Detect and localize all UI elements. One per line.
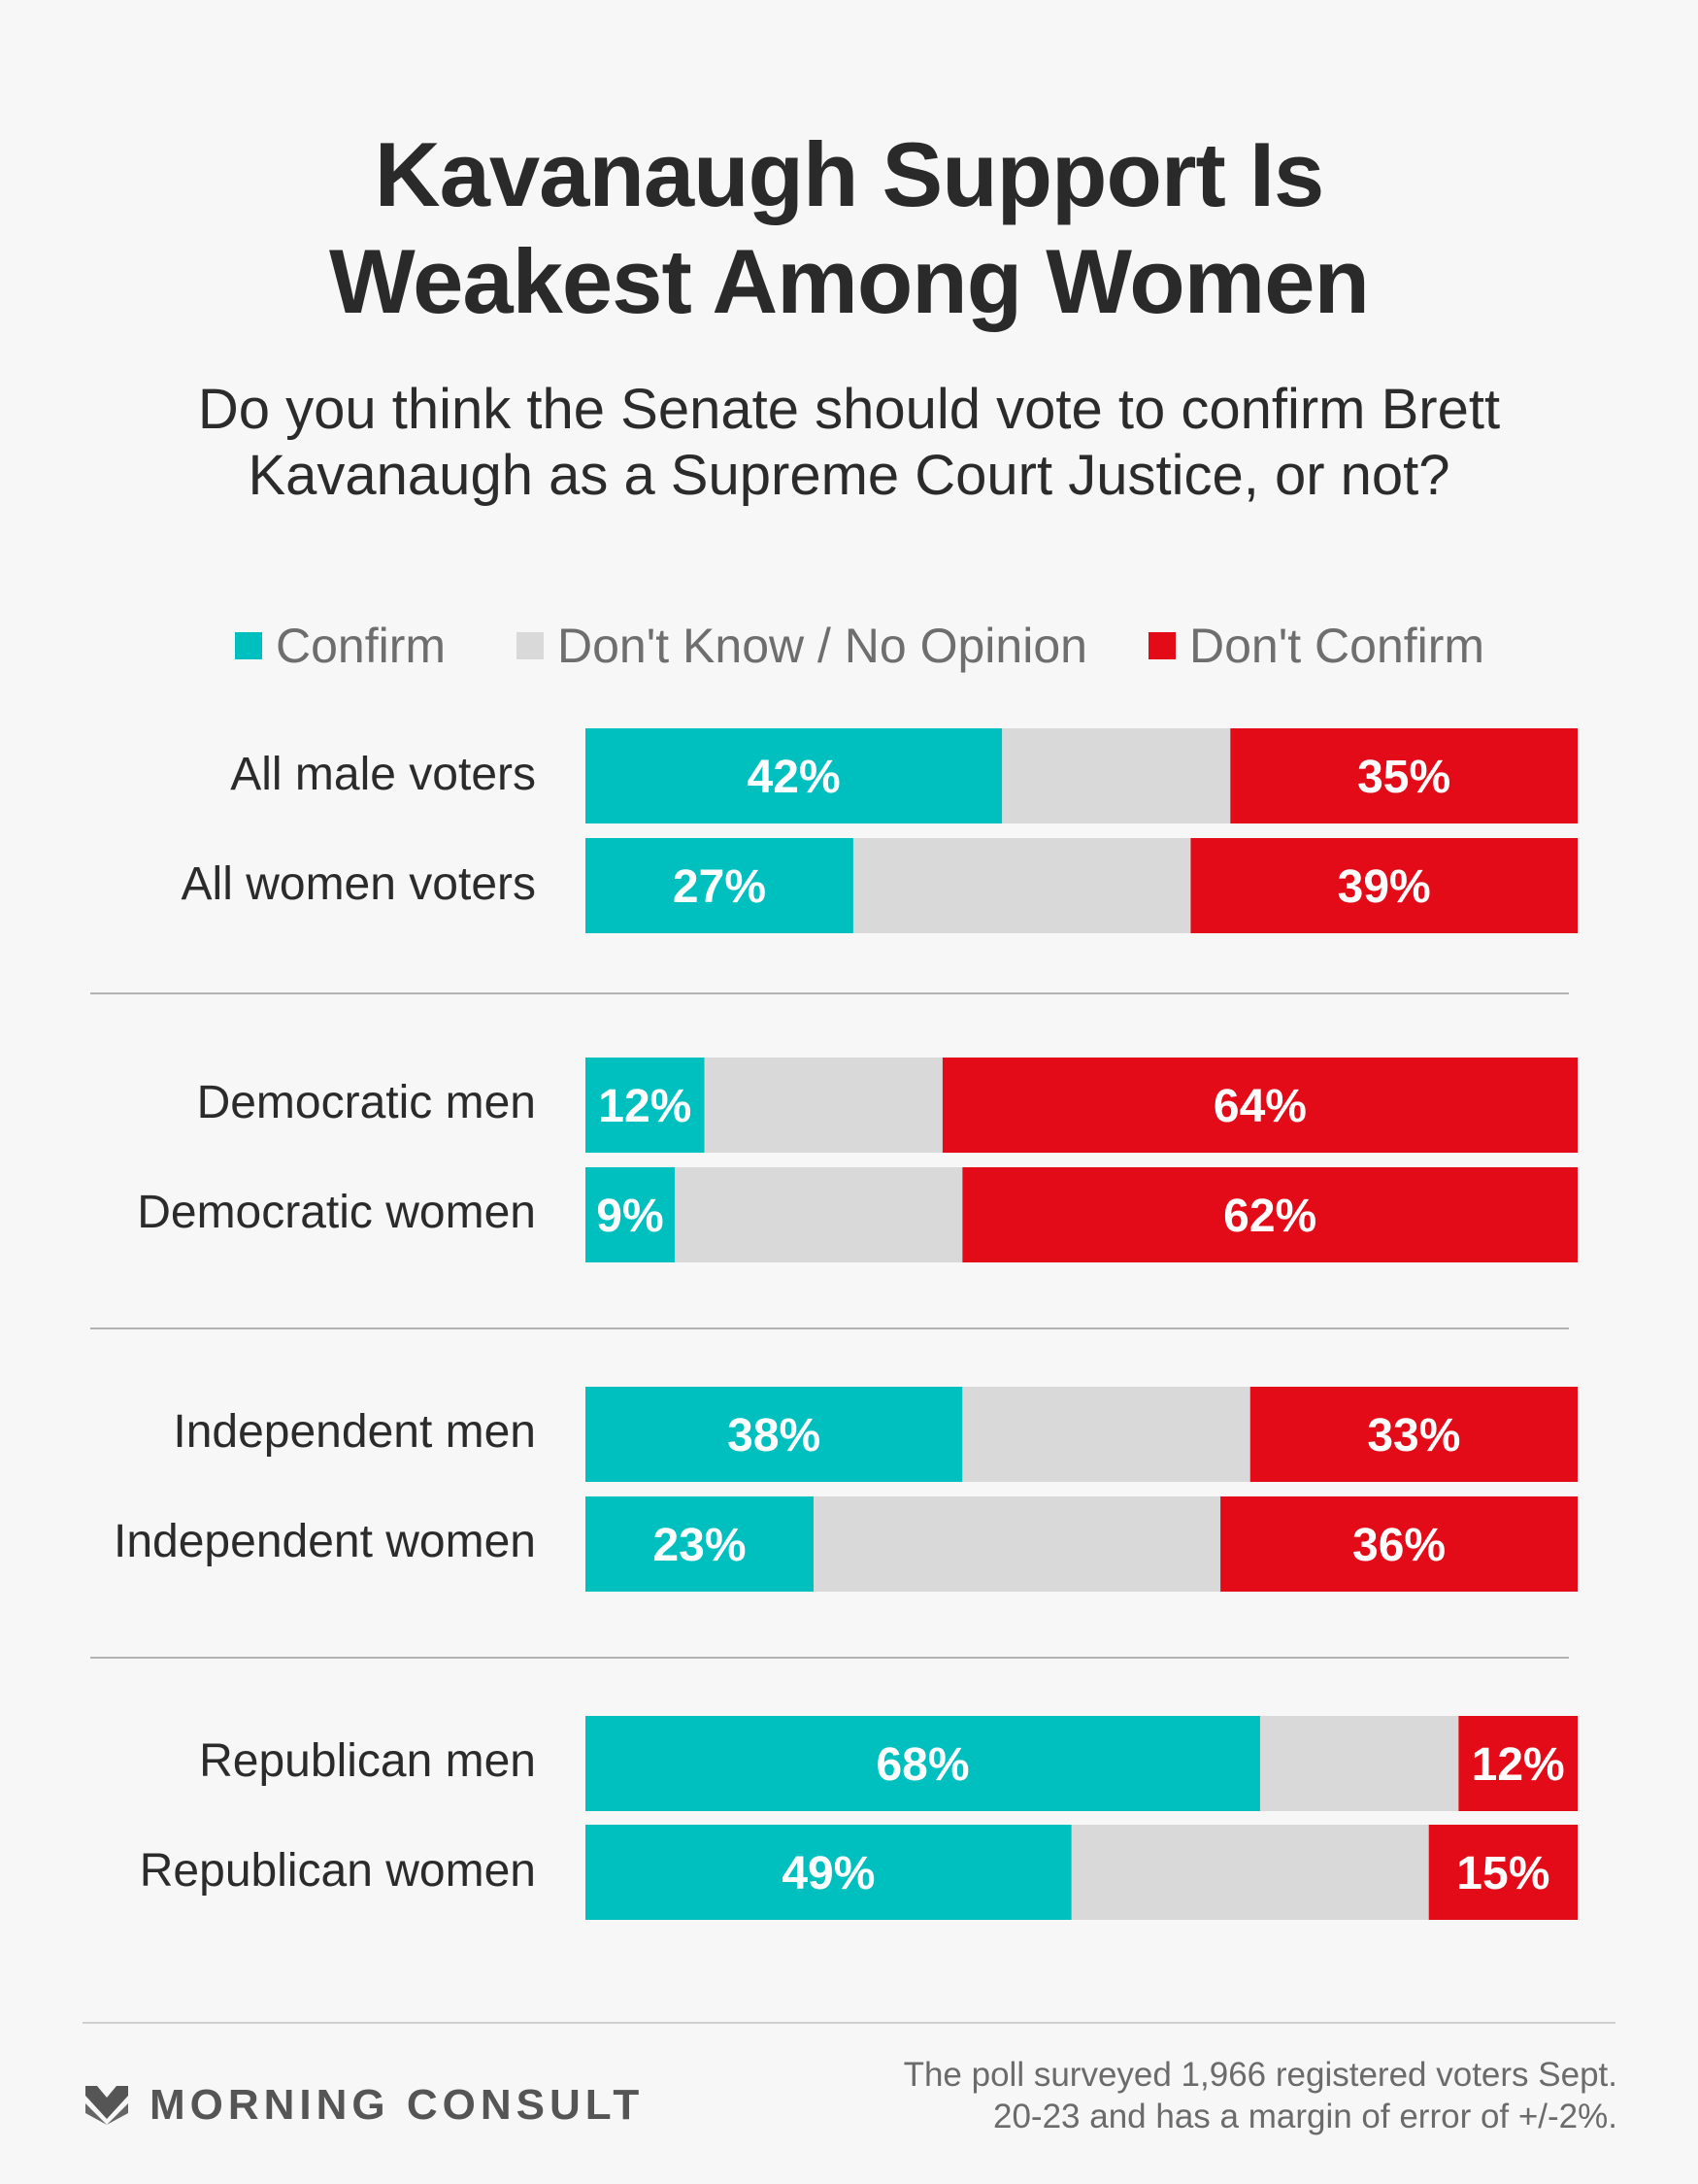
- bar-segment-dont-confirm-all-women-voters: [1190, 838, 1578, 933]
- row-label-independent-men: Independent men: [173, 1406, 536, 1458]
- bar-segment-dont-know-republican-women: [1071, 1825, 1429, 1920]
- data-label-dont-confirm-republican-men: 12%: [1472, 1739, 1565, 1791]
- bar-svg-republican-men: 68% 12%: [585, 1716, 1578, 1811]
- legend-item-dont-know: Don't Know / No Opinion: [516, 618, 1087, 674]
- bar-democratic-women: 9% 62%: [585, 1167, 1578, 1262]
- bar-svg-independent-women: 23% 36%: [585, 1496, 1578, 1592]
- data-label-dont-confirm-all-male-voters: 35%: [1357, 752, 1450, 803]
- bar-segment-dont-confirm-democratic-men: [942, 1058, 1578, 1153]
- methodology-note: The poll surveyed 1,966 registered voter…: [744, 2054, 1617, 2137]
- bar-all-women-voters: 27% 39%: [585, 838, 1578, 933]
- data-label-dont-confirm-independent-men: 33%: [1367, 1410, 1460, 1462]
- legend-label-dont-confirm: Don't Confirm: [1189, 619, 1485, 673]
- group-divider-3: [90, 1657, 1569, 1659]
- bar-svg-democratic-men: 12% 64%: [585, 1058, 1578, 1153]
- chart-title-line-1: Kavanaugh Support Is: [374, 123, 1325, 225]
- bar-segment-dont-confirm-democratic-women: [962, 1167, 1578, 1262]
- chart-subtitle-line-2: Kavanaugh as a Supreme Court Justice, or…: [248, 444, 1450, 507]
- data-label-dont-confirm-republican-women: 15%: [1456, 1848, 1549, 1899]
- chart-legend: Confirm Don't Know / No Opinion Don't Co…: [0, 618, 1698, 673]
- bar-segment-dont-confirm-republican-men: [1458, 1716, 1578, 1811]
- row-label-democratic-men: Democratic men: [196, 1077, 536, 1128]
- bar-segment-dont-confirm-republican-women: [1428, 1825, 1578, 1920]
- morning-consult-chevron-icon: [85, 2086, 128, 2125]
- bar-segment-confirm-democratic-women: [585, 1167, 675, 1262]
- bar-segment-dont-know-independent-women: [814, 1496, 1221, 1592]
- bar-segment-confirm-all-male-voters: [585, 728, 1003, 823]
- data-label-confirm-republican-women: 49%: [782, 1848, 875, 1899]
- bar-segment-confirm-independent-men: [585, 1387, 963, 1482]
- legend-label-confirm: Confirm: [276, 619, 447, 673]
- bar-segment-dont-know-democratic-men: [704, 1058, 943, 1153]
- group-divider-1: [90, 992, 1569, 994]
- legend-item-dont-confirm: Don't Confirm: [1149, 618, 1484, 674]
- row-label-republican-women: Republican women: [139, 1845, 536, 1897]
- morning-consult-logo: MORNING CONSULT: [85, 2081, 644, 2130]
- chart-subtitle: Do you think the Senate should vote to c…: [0, 377, 1698, 509]
- bar-independent-women: 23% 36%: [585, 1496, 1578, 1592]
- bar-segment-dont-know-democratic-women: [674, 1167, 963, 1262]
- chart-title: Kavanaugh Support Is Weakest Among Women: [0, 121, 1698, 335]
- row-label-democratic-women: Democratic women: [137, 1187, 536, 1238]
- bar-segment-dont-know-all-women-voters: [852, 838, 1191, 933]
- bar-segment-dont-know-all-male-voters: [1002, 728, 1231, 823]
- bar-svg-all-male-voters: 42% 35%: [585, 728, 1578, 823]
- footer-rule: [83, 2022, 1615, 2024]
- bar-republican-men: 68% 12%: [585, 1716, 1578, 1811]
- bar-segment-confirm-independent-women: [585, 1496, 815, 1592]
- data-label-confirm-democratic-women: 9%: [596, 1191, 663, 1242]
- bar-svg-republican-women: 49% 15%: [585, 1825, 1578, 1920]
- data-label-dont-confirm-democratic-men: 64%: [1214, 1081, 1307, 1132]
- group-divider-2: [90, 1327, 1569, 1329]
- bar-segment-confirm-all-women-voters: [585, 838, 853, 933]
- data-label-dont-confirm-independent-women: 36%: [1352, 1520, 1446, 1571]
- bar-segment-dont-confirm-all-male-voters: [1230, 728, 1578, 823]
- bar-democratic-men: 12% 64%: [585, 1058, 1578, 1153]
- chart-subtitle-line-1: Do you think the Senate should vote to c…: [197, 378, 1501, 441]
- data-label-dont-confirm-democratic-women: 62%: [1223, 1191, 1316, 1242]
- logo-text: MORNING CONSULT: [150, 2081, 645, 2129]
- chart-title-line-2: Weakest Among Women: [329, 230, 1370, 332]
- data-label-confirm-independent-women: 23%: [652, 1520, 746, 1571]
- row-label-all-male-voters: All male voters: [230, 749, 536, 800]
- methodology-note-line-1: The poll surveyed 1,966 registered voter…: [903, 2056, 1617, 2094]
- data-label-confirm-independent-men: 38%: [727, 1410, 820, 1462]
- bar-svg-independent-men: 38% 33%: [585, 1387, 1578, 1482]
- methodology-note-line-2: 20-23 and has a margin of error of +/-2%…: [993, 2098, 1617, 2135]
- bar-segment-dont-confirm-independent-men: [1249, 1387, 1578, 1482]
- data-label-confirm-republican-men: 68%: [876, 1739, 969, 1791]
- bar-segment-confirm-republican-men: [585, 1716, 1260, 1811]
- bar-svg-all-women-voters: 27% 39%: [585, 838, 1578, 933]
- bar-svg-democratic-women: 9% 62%: [585, 1167, 1578, 1262]
- legend-label-dont-know: Don't Know / No Opinion: [557, 619, 1087, 673]
- bar-segment-dont-confirm-independent-women: [1220, 1496, 1578, 1592]
- bar-segment-dont-know-independent-men: [962, 1387, 1250, 1482]
- bar-all-male-voters: 42% 35%: [585, 728, 1578, 823]
- bar-segment-dont-know-republican-men: [1259, 1716, 1459, 1811]
- data-label-confirm-all-women-voters: 27%: [673, 861, 766, 913]
- bar-republican-women: 49% 15%: [585, 1825, 1578, 1920]
- legend-item-confirm: Confirm: [235, 618, 446, 674]
- row-label-independent-women: Independent women: [114, 1516, 536, 1567]
- row-label-republican-men: Republican men: [199, 1735, 536, 1787]
- bar-independent-men: 38% 33%: [585, 1387, 1578, 1482]
- data-label-confirm-all-male-voters: 42%: [748, 752, 841, 803]
- bar-segment-confirm-democratic-men: [585, 1058, 705, 1153]
- data-label-confirm-democratic-men: 12%: [598, 1081, 691, 1132]
- legend-swatch-dont-know: [516, 632, 544, 659]
- data-label-dont-confirm-all-women-voters: 39%: [1338, 861, 1431, 913]
- legend-swatch-dont-confirm: [1149, 632, 1176, 659]
- bar-segment-confirm-republican-women: [585, 1825, 1072, 1920]
- row-label-all-women-voters: All women voters: [181, 858, 536, 910]
- legend-swatch-confirm: [235, 632, 262, 659]
